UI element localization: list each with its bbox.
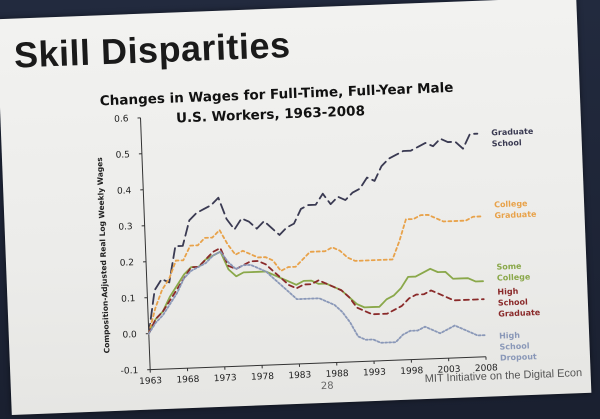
- y-axis-line: [140, 117, 151, 370]
- page-number: 28: [320, 380, 334, 393]
- x-tick-label: 1978: [251, 372, 275, 383]
- series-label-1: School: [492, 138, 523, 148]
- series-line-3: [147, 250, 484, 335]
- series-label-4: Graduate: [498, 308, 541, 319]
- y-axis-label: Composition-Adjusted Real Log Weekly Wag…: [95, 157, 112, 354]
- y-tick-label: 0.0: [122, 330, 137, 341]
- x-tick-label: 1968: [176, 375, 200, 386]
- series-line-4: [147, 247, 485, 335]
- x-tick-label: 1993: [363, 368, 386, 379]
- y-tick-label: 0.1: [121, 294, 136, 305]
- x-tick-label: 1973: [214, 373, 237, 384]
- series-label-1: Graduate: [491, 127, 534, 138]
- series-label-4: High: [497, 287, 518, 297]
- series-line-5: [147, 250, 486, 344]
- y-tick-label: 0.6: [114, 114, 129, 125]
- presentation-slide: Skill Disparities Changes in Wages for F…: [0, 0, 592, 415]
- y-tick-label: 0.5: [115, 150, 130, 161]
- series-line-2: [147, 213, 482, 335]
- series-label-2: College: [494, 199, 528, 209]
- x-tick-label: 2008: [475, 363, 499, 374]
- x-tick-label: 1963: [139, 376, 162, 387]
- x-tick-label: 1983: [288, 370, 311, 381]
- series-label-2: Graduate: [494, 210, 537, 221]
- series-label-4: School: [498, 297, 529, 307]
- series-label-5: Dropout: [500, 352, 537, 362]
- x-axis-line: [150, 356, 486, 371]
- y-tick-label: 0.3: [118, 222, 133, 233]
- x-tick-label: 2003: [437, 365, 460, 376]
- x-tick-label: 1988: [326, 369, 350, 380]
- series-label-3: Some: [496, 262, 522, 272]
- y-tick-label: 0.4: [117, 186, 132, 197]
- series-label-5: School: [499, 341, 530, 351]
- x-tick-label: 1998: [400, 366, 424, 377]
- y-tick-label: -0.1: [120, 366, 138, 377]
- series-label-5: High: [499, 331, 520, 341]
- series-line-1: [147, 132, 479, 335]
- y-tick-label: 0.2: [120, 258, 135, 269]
- series-label-3: College: [497, 272, 531, 282]
